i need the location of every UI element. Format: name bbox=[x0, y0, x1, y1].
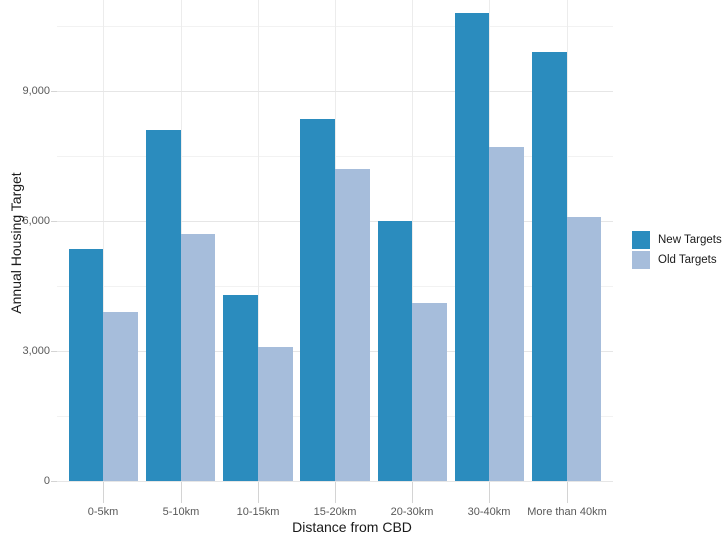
y-axis-tick bbox=[51, 91, 57, 92]
legend-item-new-targets: New Targets bbox=[632, 230, 722, 249]
y-axis-title-text: Annual Housing Target bbox=[8, 172, 24, 314]
bar-old-targets-10-15km bbox=[257, 346, 293, 481]
bar-new-targets-15-20km bbox=[300, 119, 336, 481]
legend-swatch-icon bbox=[632, 230, 650, 249]
y-axis-tick-label: 3,000 bbox=[22, 345, 50, 357]
x-axis-tick bbox=[335, 482, 336, 503]
y-axis-tick-label: 9,000 bbox=[22, 85, 50, 97]
legend-label: Old Targets bbox=[658, 253, 717, 266]
bar-new-targets-30-40km bbox=[454, 13, 490, 481]
y-axis-tick-label: 6,000 bbox=[22, 215, 50, 227]
x-axis-tick-label: 10-15km bbox=[236, 506, 280, 518]
x-axis-tick bbox=[567, 482, 568, 503]
bar-old-targets-20-30km bbox=[412, 303, 447, 481]
legend-label: New Targets bbox=[658, 233, 722, 246]
gridline-major-horizontal bbox=[57, 91, 613, 92]
legend: New Targets Old Targets bbox=[632, 230, 722, 269]
bar-new-targets-0-5km bbox=[68, 249, 104, 481]
x-axis-tick-label: 0-5km bbox=[87, 506, 119, 518]
x-axis-tick bbox=[489, 482, 490, 503]
x-axis-tick bbox=[412, 482, 413, 503]
x-axis-tick-label: 5-10km bbox=[162, 506, 200, 518]
gridline-vertical bbox=[412, 0, 413, 481]
gridline-major-horizontal bbox=[57, 481, 613, 482]
bar-new-targets-10-15km bbox=[223, 294, 258, 481]
x-axis-tick bbox=[103, 482, 104, 503]
x-axis-tick bbox=[181, 482, 182, 503]
x-axis-tick-label: More than 40km bbox=[527, 506, 607, 518]
y-axis-tick-label: 0 bbox=[43, 475, 50, 487]
bar-old-targets-15-20km bbox=[335, 169, 370, 481]
y-axis-tick bbox=[51, 481, 57, 482]
bar-old-targets-30-40km bbox=[489, 147, 525, 481]
bar-new-targets-20-30km bbox=[377, 221, 413, 481]
legend-swatch-icon bbox=[632, 250, 650, 269]
x-axis-tick bbox=[258, 482, 259, 503]
x-axis-title: Distance from CBD bbox=[292, 519, 412, 535]
y-axis-tick bbox=[51, 351, 57, 352]
bar-old-targets-0-5km bbox=[103, 312, 139, 481]
gridline-vertical bbox=[258, 0, 259, 481]
legend-item-old-targets: Old Targets bbox=[632, 250, 722, 269]
bar-new-targets-5-10km bbox=[145, 130, 181, 481]
bar-old-targets-5-10km bbox=[180, 234, 216, 481]
x-axis-tick-label: 20-30km bbox=[390, 506, 434, 518]
bar-old-targets-more-than-40km bbox=[566, 216, 602, 481]
x-axis-tick-label: 15-20km bbox=[313, 506, 357, 518]
y-axis-tick bbox=[51, 221, 57, 222]
bar-new-targets-more-than-40km bbox=[531, 52, 567, 481]
gridline-vertical bbox=[103, 0, 104, 481]
x-axis-tick-label: 30-40km bbox=[467, 506, 511, 518]
